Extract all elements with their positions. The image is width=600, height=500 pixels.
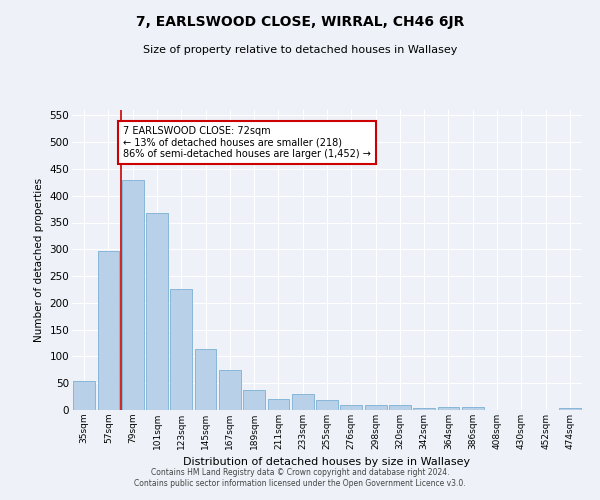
- Text: Size of property relative to detached houses in Wallasey: Size of property relative to detached ho…: [143, 45, 457, 55]
- Bar: [413, 408, 435, 410]
- Bar: [194, 350, 217, 410]
- Bar: [97, 252, 119, 410]
- Text: Contains HM Land Registry data © Crown copyright and database right 2024.
Contai: Contains HM Land Registry data © Crown c…: [134, 468, 466, 487]
- Bar: [268, 400, 289, 410]
- Y-axis label: Number of detached properties: Number of detached properties: [34, 178, 44, 342]
- Bar: [146, 213, 168, 410]
- Bar: [389, 404, 411, 410]
- Bar: [122, 180, 143, 410]
- Bar: [365, 404, 386, 410]
- Bar: [243, 390, 265, 410]
- Bar: [292, 394, 314, 410]
- Bar: [559, 408, 581, 410]
- Bar: [437, 408, 460, 410]
- Bar: [170, 290, 192, 410]
- Bar: [219, 370, 241, 410]
- Bar: [73, 380, 95, 410]
- Bar: [462, 408, 484, 410]
- Text: 7, EARLSWOOD CLOSE, WIRRAL, CH46 6JR: 7, EARLSWOOD CLOSE, WIRRAL, CH46 6JR: [136, 15, 464, 29]
- Bar: [340, 404, 362, 410]
- Text: 7 EARLSWOOD CLOSE: 72sqm
← 13% of detached houses are smaller (218)
86% of semi-: 7 EARLSWOOD CLOSE: 72sqm ← 13% of detach…: [123, 126, 371, 160]
- Bar: [316, 400, 338, 410]
- X-axis label: Distribution of detached houses by size in Wallasey: Distribution of detached houses by size …: [184, 458, 470, 468]
